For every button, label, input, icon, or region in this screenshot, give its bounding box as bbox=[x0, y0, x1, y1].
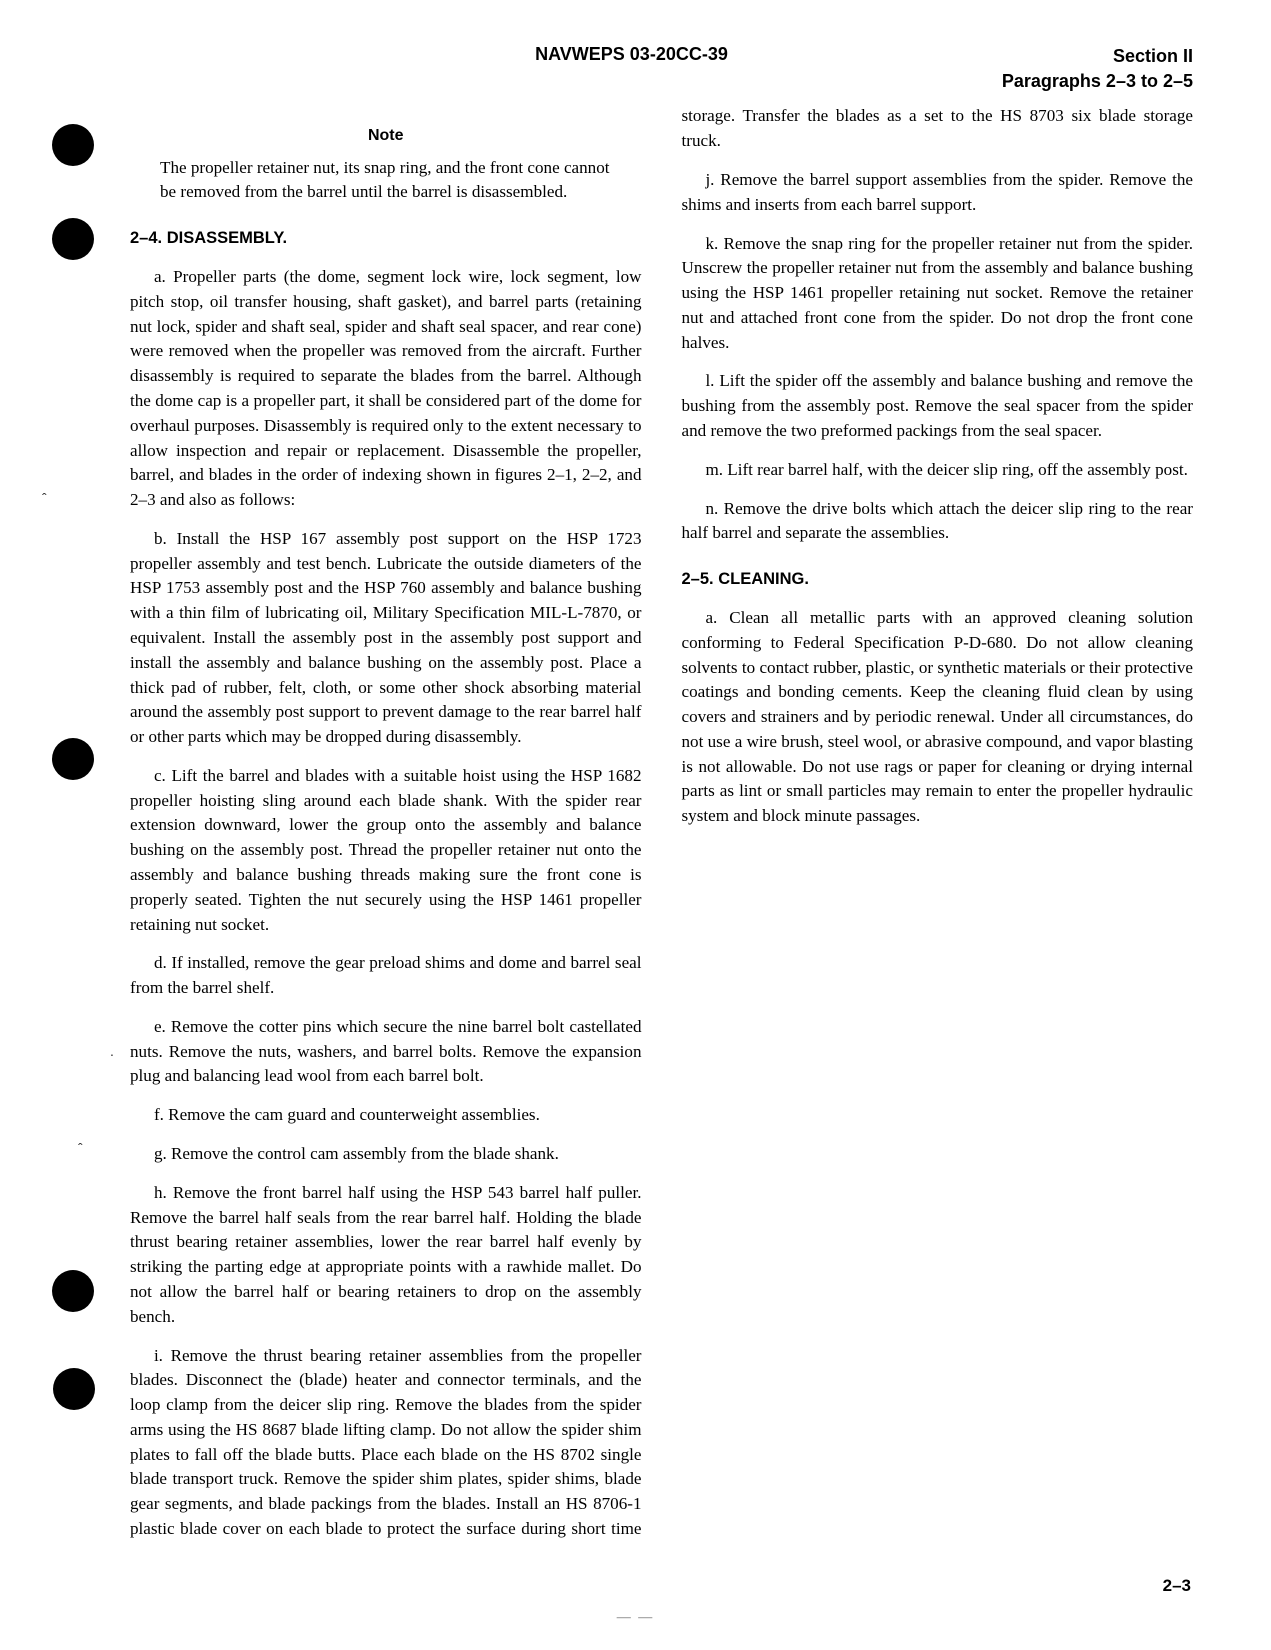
document-number: NAVWEPS 03-20CC-39 bbox=[330, 44, 933, 65]
paragraph-range: Paragraphs 2–3 to 2–5 bbox=[933, 69, 1193, 94]
section-heading-cleaning: 2–5. CLEANING. bbox=[682, 568, 1194, 592]
note-body: The propeller retainer nut, its snap rin… bbox=[160, 156, 612, 206]
para-2-4-m: m. Lift rear barrel half, with the deice… bbox=[682, 458, 1194, 483]
section-label: Section II bbox=[933, 44, 1193, 69]
section-heading-disassembly: 2–4. DISASSEMBLY. bbox=[130, 227, 642, 251]
para-2-4-j: j. Remove the barrel support assemblies … bbox=[682, 168, 1194, 218]
para-2-4-a: a. Propeller parts (the dome, segment lo… bbox=[130, 265, 642, 513]
section-info: Section II Paragraphs 2–3 to 2–5 bbox=[933, 44, 1193, 94]
page-number: 2–3 bbox=[1163, 1576, 1191, 1596]
para-2-4-f: f. Remove the cam guard and counterweigh… bbox=[130, 1103, 642, 1128]
para-2-4-l: l. Lift the spider off the assembly and … bbox=[682, 369, 1194, 443]
scan-mark: . bbox=[110, 1043, 114, 1059]
para-2-5-a: a. Clean all metallic parts with an appr… bbox=[682, 606, 1194, 829]
scan-artifact: — — bbox=[617, 1610, 655, 1626]
punch-hole bbox=[52, 738, 94, 780]
para-2-4-b: b. Install the HSP 167 assembly post sup… bbox=[130, 527, 642, 750]
punch-hole bbox=[52, 124, 94, 166]
para-2-4-n: n. Remove the drive bolts which attach t… bbox=[682, 497, 1194, 547]
para-2-4-h: h. Remove the front barrel half using th… bbox=[130, 1181, 642, 1330]
scan-mark: ˆ bbox=[42, 490, 47, 506]
scan-mark: ˆ bbox=[78, 1140, 83, 1156]
para-2-4-c: c. Lift the barrel and blades with a sui… bbox=[130, 764, 642, 937]
body-columns: Note The propeller retainer nut, its sna… bbox=[130, 104, 1193, 1574]
punch-hole bbox=[52, 1270, 94, 1312]
punch-hole bbox=[52, 218, 94, 260]
punch-hole bbox=[53, 1368, 95, 1410]
para-2-4-e: e. Remove the cotter pins which secure t… bbox=[130, 1015, 642, 1089]
para-2-4-g: g. Remove the control cam assembly from … bbox=[130, 1142, 642, 1167]
page-header: NAVWEPS 03-20CC-39 Section II Paragraphs… bbox=[130, 44, 1193, 94]
document-page: NAVWEPS 03-20CC-39 Section II Paragraphs… bbox=[0, 0, 1271, 1650]
para-2-4-k: k. Remove the snap ring for the propelle… bbox=[682, 232, 1194, 356]
note-heading: Note bbox=[130, 124, 642, 147]
para-2-4-d: d. If installed, remove the gear preload… bbox=[130, 951, 642, 1001]
